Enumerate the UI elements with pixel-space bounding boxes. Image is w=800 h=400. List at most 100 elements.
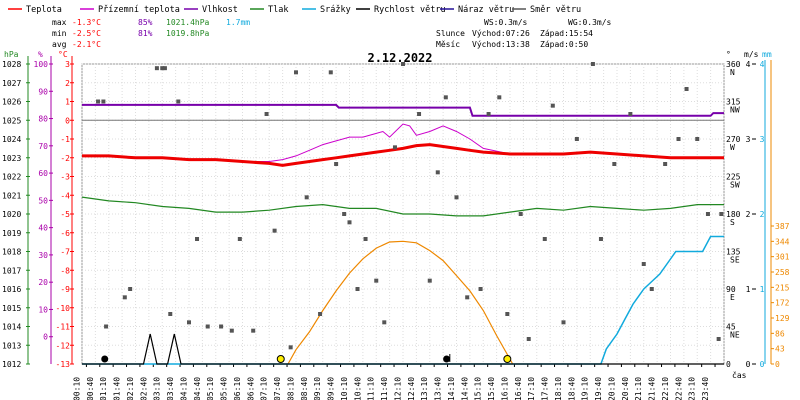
direction-axis-label: ° — [726, 50, 731, 59]
sunrise-value: Východ:07:26 — [472, 29, 530, 38]
direction-tick-label: 315 — [726, 98, 741, 107]
wind-direction-point — [649, 287, 654, 291]
legend-label: Vlhkost — [202, 5, 238, 15]
time-tick-label: 12:10 — [393, 377, 402, 400]
moon-marker — [101, 355, 109, 363]
speed-tick-label: 2 — [746, 210, 751, 219]
wind-direction-point — [663, 162, 668, 166]
wind-direction-point — [122, 295, 127, 300]
temperature-tick-label: -8 — [60, 266, 70, 275]
pressure-tick-label: 1021 — [2, 191, 21, 200]
wind-direction-point — [641, 262, 646, 266]
direction-name-label: NW — [730, 106, 740, 115]
humidity-tick-label: 20 — [38, 278, 48, 287]
wind-direction-point — [705, 212, 710, 216]
time-tick-label: 18:10 — [554, 377, 563, 400]
stats-avg-temp: -2.1°C — [72, 40, 101, 49]
temperature-tick-label: -13 — [56, 360, 71, 369]
wind-direction-point — [328, 70, 333, 75]
time-tick-label: 13:10 — [420, 377, 429, 400]
pressure-axis-label: hPa — [4, 50, 19, 59]
direction-name-label: NE — [730, 331, 740, 340]
temperature-tick-label: -10 — [56, 304, 71, 313]
speed-tick-label: 1 — [746, 285, 751, 294]
stats-min-pressure: 1019.8hPa — [166, 29, 210, 38]
time-tick-label: 08:10 — [286, 377, 295, 400]
legend-label: Tlak — [268, 5, 288, 15]
time-tick-label: 15:40 — [487, 377, 496, 400]
wind-direction-point — [205, 324, 210, 329]
radiation-tick-label: 86 — [775, 329, 785, 338]
wind-direction-point — [160, 66, 165, 71]
wind-direction-point — [101, 99, 106, 104]
legend-label: Náraz větru — [458, 5, 514, 15]
stats-max-pressure: 1021.4hPa — [166, 18, 210, 27]
rain-tick-label: 4 — [760, 60, 765, 69]
legend-label: Srážky — [320, 5, 351, 15]
speed-tick-label: 4 — [746, 60, 751, 69]
time-tick-label: 02:10 — [126, 377, 135, 400]
radiation-tick-label: 344 — [775, 237, 790, 246]
pressure-tick-label: 1016 — [2, 285, 21, 294]
wind-direction-point — [542, 237, 547, 241]
wind-direction-point — [392, 145, 397, 150]
humidity-tick-label: 0 — [43, 333, 48, 342]
time-tick-label: 04:40 — [193, 377, 202, 400]
direction-name-label: E — [730, 293, 735, 302]
radiation-tick-label: 172 — [775, 299, 790, 308]
time-tick-label: 19:40 — [594, 377, 603, 400]
time-tick-label: 19:10 — [581, 377, 590, 400]
time-tick-label: 03:40 — [166, 377, 175, 400]
radiation-tick-label: 258 — [775, 268, 790, 277]
radiation-tick-label: 387 — [775, 222, 790, 231]
pressure-tick-label: 1025 — [2, 116, 21, 125]
wind-direction-point — [154, 66, 159, 71]
pressure-tick-label: 1020 — [2, 210, 21, 219]
humidity-tick-label: 10 — [38, 305, 48, 314]
direction-tick-label: 0 — [726, 360, 731, 369]
pressure-tick-label: 1013 — [2, 341, 21, 350]
humidity-tick-label: 90 — [38, 87, 48, 96]
stats-max-temp: -1.3°C — [72, 18, 101, 27]
time-tick-label: 10:10 — [340, 377, 349, 400]
time-tick-label: 20:40 — [621, 377, 630, 400]
wind-speed-line — [82, 333, 724, 365]
time-tick-label: 09:40 — [327, 377, 336, 400]
time-tick-label: 12:40 — [407, 377, 416, 400]
time-tick-label: 11:40 — [380, 377, 389, 400]
direction-tick-label: 135 — [726, 248, 741, 257]
wind-direction-point — [497, 95, 502, 100]
wind-direction-point — [435, 170, 440, 175]
time-tick-label: 17:40 — [541, 377, 550, 400]
time-tick-label: 09:10 — [313, 377, 322, 400]
direction-tick-label: 225 — [726, 173, 741, 182]
astro-info: WS:0.3m/s WG:0.3m/s Slunce Východ:07:26 … — [436, 18, 612, 49]
stats-min-humidity: 81% — [138, 29, 153, 38]
wind-direction-point — [187, 320, 191, 325]
chart-title: 2.12.2022 — [367, 51, 432, 65]
wind-direction-point — [168, 312, 173, 316]
sunset-value: Západ:15:54 — [540, 29, 593, 38]
wind-direction-point — [195, 237, 200, 241]
direction-tick-label: 180 — [726, 210, 741, 219]
wind-direction-point — [486, 112, 491, 116]
temperature-tick-label: -4 — [60, 191, 70, 200]
moonset-value: Západ:0:50 — [540, 40, 588, 49]
wind-direction-point — [219, 324, 224, 329]
wind-direction-point — [334, 162, 339, 166]
time-tick-label: 11:10 — [367, 377, 376, 400]
pressure-tick-label: 1028 — [2, 60, 21, 69]
time-tick-label: 00:10 — [72, 377, 81, 400]
legend-label: Teplota — [26, 5, 62, 15]
speed-tick-label: 0 — [746, 360, 751, 369]
wind-direction-point — [465, 295, 470, 300]
humidity-line — [82, 103, 724, 117]
time-tick-label: 07:40 — [273, 377, 282, 400]
wind-direction-point — [272, 228, 277, 233]
pressure-tick-label: 1018 — [2, 248, 21, 257]
time-tick-label: 05:10 — [206, 377, 215, 400]
direction-tick-label: 360 — [726, 60, 741, 69]
time-tick-label: 10:40 — [353, 377, 362, 400]
direction-tick-label: 270 — [726, 135, 741, 144]
direction-name-label: SE — [730, 256, 740, 265]
